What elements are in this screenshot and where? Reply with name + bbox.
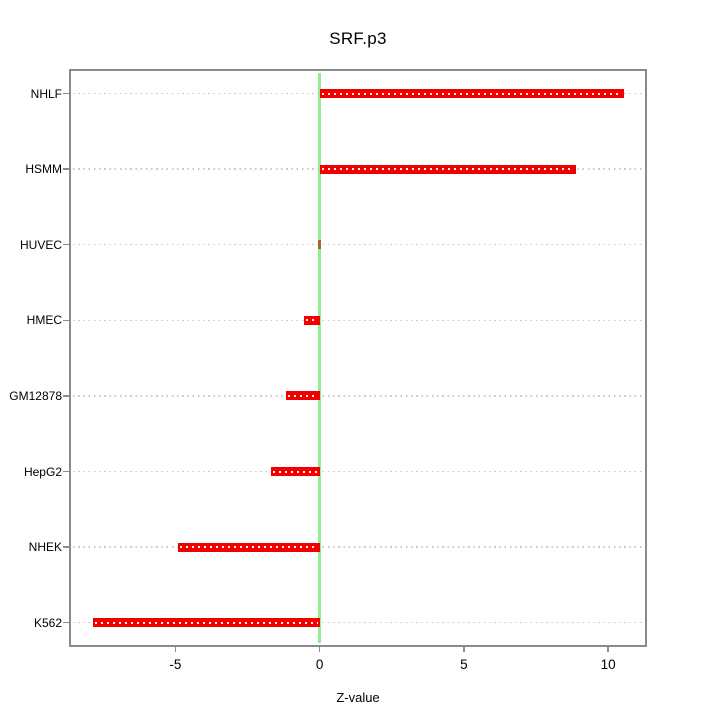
bar-k562 [93, 618, 320, 628]
x-tick-label: 0 [315, 657, 324, 672]
bar-gm12878 [286, 391, 320, 401]
gridline [73, 621, 643, 624]
y-tick [63, 621, 71, 624]
x-tick-label: 10 [600, 657, 616, 672]
zero-line [318, 73, 322, 643]
y-tick [63, 319, 71, 322]
y-axis-label: GM12878 [9, 388, 62, 403]
y-tick [63, 546, 71, 548]
plot-border [69, 69, 647, 647]
y-axis-label: HSMM [25, 162, 62, 177]
x-axis-title: Z-value [336, 690, 380, 705]
bar-dot-pattern [272, 470, 318, 473]
gridline [73, 243, 643, 246]
x-tick [607, 645, 609, 652]
y-tick [63, 92, 71, 95]
y-axis-label: NHLF [30, 86, 62, 101]
y-tick [63, 243, 71, 246]
bar-huvec [318, 240, 321, 250]
gridline [73, 470, 643, 473]
bar-dot-pattern [180, 546, 318, 549]
gridline [73, 319, 643, 322]
bar-hepg2 [270, 467, 320, 476]
x-tick [463, 645, 465, 652]
bar-dot-pattern [321, 92, 622, 95]
y-axis-label: HUVEC [19, 237, 62, 252]
y-tick [63, 168, 71, 170]
bar-hmec [303, 315, 320, 325]
x-tick-label: -5 [169, 657, 182, 672]
y-axis-label: K562 [33, 615, 62, 630]
bar-dot-pattern [288, 394, 318, 397]
chart-title: SRF.p3 [329, 29, 387, 48]
x-tick [174, 645, 177, 652]
bar-dot-pattern [321, 168, 575, 171]
y-tick [63, 470, 71, 473]
bar-dot-pattern [305, 319, 318, 322]
y-axis-label: HMEC [26, 313, 62, 328]
y-axis-label: NHEK [28, 540, 62, 555]
gridline [73, 546, 643, 548]
x-tick [318, 645, 321, 652]
bar-nhek [178, 542, 320, 552]
x-tick-label: 5 [460, 657, 468, 672]
y-tick [63, 395, 71, 397]
gridline [73, 395, 643, 397]
bar-nhlf [319, 89, 624, 98]
y-axis-label: HepG2 [23, 464, 62, 479]
bar-hsmm [319, 164, 577, 174]
bar-dot-pattern [95, 621, 318, 624]
